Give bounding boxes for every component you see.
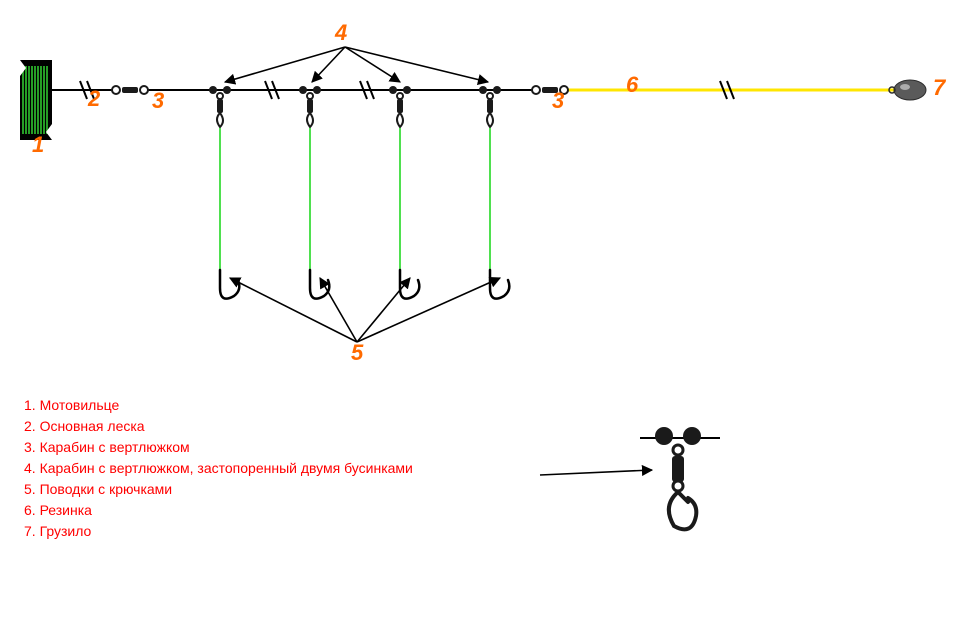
legend-item-4: 4. Карабин с вертлюжком, застопоренный д… bbox=[24, 458, 413, 479]
rig-diagram bbox=[0, 0, 960, 640]
label-4: 4 bbox=[335, 20, 347, 46]
legend-item-3: 3. Карабин с вертлюжком bbox=[24, 437, 413, 458]
legend: 1. Мотовильце 2. Основная леска 3. Караб… bbox=[24, 395, 413, 542]
label-2: 2 bbox=[88, 86, 100, 112]
label-1: 1 bbox=[32, 132, 44, 158]
label-7: 7 bbox=[933, 75, 945, 101]
label-5: 5 bbox=[351, 340, 363, 366]
label-3b: 3 bbox=[552, 88, 564, 114]
legend-item-2: 2. Основная леска bbox=[24, 416, 413, 437]
legend-item-7: 7. Грузило bbox=[24, 521, 413, 542]
label-6: 6 bbox=[626, 72, 638, 98]
legend-item-1: 1. Мотовильце bbox=[24, 395, 413, 416]
legend-item-6: 6. Резинка bbox=[24, 500, 413, 521]
legend-item-5: 5. Поводки с крючками bbox=[24, 479, 413, 500]
label-3a: 3 bbox=[152, 88, 164, 114]
